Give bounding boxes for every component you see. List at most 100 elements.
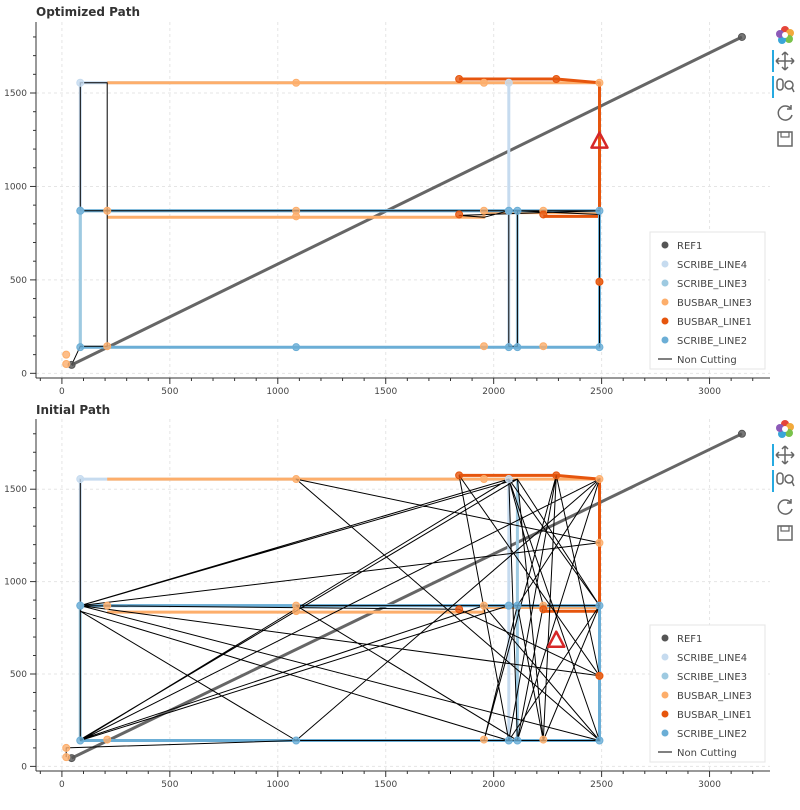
y-tick-label: 0 bbox=[21, 369, 27, 379]
x-tick-label: 2500 bbox=[590, 780, 613, 790]
legend-swatch bbox=[661, 317, 669, 325]
pan-icon[interactable] bbox=[772, 444, 796, 466]
series-line-ref1 bbox=[70, 432, 743, 760]
y-tick-label: 500 bbox=[10, 276, 27, 286]
legend-label: SCRIBE_LINE4 bbox=[677, 260, 747, 271]
data-point-scribe-line4 bbox=[76, 475, 85, 484]
legend-label: BUSBAR_LINE3 bbox=[677, 691, 752, 702]
x-tick-label: 2500 bbox=[590, 387, 613, 395]
x-tick-label: 1500 bbox=[374, 387, 397, 395]
series-line-busbar-line3 bbox=[107, 81, 601, 219]
wheel-zoom-icon[interactable] bbox=[772, 76, 796, 98]
legend-swatch bbox=[661, 672, 669, 680]
x-tick-label: 3000 bbox=[698, 780, 721, 790]
reset-icon[interactable] bbox=[774, 102, 796, 124]
legend-label: BUSBAR_LINE1 bbox=[677, 710, 752, 721]
data-point-scribe-line2 bbox=[595, 343, 604, 352]
x-tick-label: 500 bbox=[161, 780, 178, 790]
data-point-busbar-line3 bbox=[62, 753, 71, 762]
data-point-ref1 bbox=[737, 32, 746, 41]
data-point-busbar-line3 bbox=[292, 78, 301, 87]
data-point-scribe-line2 bbox=[595, 206, 604, 215]
data-point-busbar-line3 bbox=[103, 342, 112, 351]
x-tick-label: 1500 bbox=[374, 780, 397, 790]
data-point-busbar-line3 bbox=[539, 342, 548, 351]
legend-swatch bbox=[661, 710, 669, 718]
save-icon[interactable] bbox=[774, 522, 796, 544]
data-point-scribe-line4 bbox=[504, 475, 513, 484]
legend-label: BUSBAR_LINE1 bbox=[677, 317, 752, 328]
data-point-scribe-line2 bbox=[504, 601, 513, 610]
x-tick-label: 3000 bbox=[698, 387, 721, 395]
legend-label: SCRIBE_LINE3 bbox=[677, 672, 747, 683]
legend-swatch bbox=[661, 634, 669, 642]
data-point-busbar-line1 bbox=[455, 210, 464, 219]
data-point-busbar-line1 bbox=[539, 605, 548, 614]
legend-label: REF1 bbox=[677, 241, 702, 252]
data-point-busbar-line1 bbox=[455, 74, 464, 83]
data-point-busbar-line1 bbox=[552, 471, 561, 480]
data-point-busbar-line3 bbox=[595, 538, 604, 547]
wheel-zoom-icon[interactable] bbox=[772, 470, 796, 492]
data-point-scribe-line4 bbox=[76, 78, 85, 87]
legend: REF1 SCRIBE_LINE4 SCRIBE_LINE3 BUSBAR_LINE3… bbox=[649, 231, 766, 370]
bokeh-logo-icon[interactable] bbox=[774, 418, 796, 440]
data-point-busbar-line3 bbox=[103, 601, 112, 610]
save-icon[interactable] bbox=[774, 128, 796, 150]
series-line-non cutting bbox=[71, 82, 600, 366]
series-line-busbar-line1 bbox=[459, 473, 601, 613]
data-point-scribe-line2 bbox=[504, 206, 513, 215]
chart-title: Initial Path bbox=[36, 403, 110, 417]
data-point-scribe-line2 bbox=[292, 343, 301, 352]
data-point-busbar-line3 bbox=[595, 78, 604, 87]
legend-label: SCRIBE_LINE2 bbox=[677, 729, 747, 740]
data-point-busbar-line3 bbox=[62, 743, 71, 752]
y-tick-label: 1000 bbox=[4, 182, 27, 192]
reset-icon[interactable] bbox=[774, 496, 796, 518]
data-point-busbar-line3 bbox=[539, 735, 548, 744]
legend-label: SCRIBE_LINE3 bbox=[677, 279, 747, 290]
plot-area bbox=[62, 32, 746, 369]
data-point-busbar-line3 bbox=[62, 359, 71, 368]
legend-swatch bbox=[661, 241, 669, 249]
legend-box bbox=[649, 624, 766, 763]
data-point-busbar-line1 bbox=[595, 671, 604, 680]
bokeh-logo-icon[interactable] bbox=[774, 24, 796, 46]
y-tick-label: 1000 bbox=[4, 578, 27, 588]
plot-area bbox=[62, 429, 746, 763]
toolbar-top bbox=[770, 22, 798, 154]
initial-path-chart[interactable]: Initial Path 0 500 1000 1500 2000 2500 3000 0 500… bbox=[0, 398, 770, 798]
x-tick-label: 0 bbox=[59, 780, 65, 790]
triangle-marker bbox=[590, 131, 609, 149]
data-point-scribe-line2 bbox=[513, 736, 522, 745]
x-tick-label: 0 bbox=[59, 387, 65, 395]
data-point-busbar-line1 bbox=[595, 277, 604, 286]
data-point-busbar-line1 bbox=[455, 471, 464, 480]
data-point-busbar-line3 bbox=[595, 475, 604, 484]
data-point-scribe-line2 bbox=[76, 206, 85, 215]
data-point-scribe-line2 bbox=[76, 601, 85, 610]
triangle-marker bbox=[547, 630, 566, 648]
data-point-scribe-line2 bbox=[513, 601, 522, 610]
legend: REF1 SCRIBE_LINE4 SCRIBE_LINE3 BUSBAR_LINE3… bbox=[649, 624, 766, 763]
data-point-scribe-line2 bbox=[595, 601, 604, 610]
x-tick-label: 500 bbox=[161, 387, 178, 395]
data-point-busbar-line3 bbox=[479, 78, 488, 87]
legend-swatch bbox=[661, 279, 669, 287]
data-point-scribe-line2 bbox=[504, 343, 513, 352]
data-point-ref1 bbox=[737, 429, 746, 438]
series-line-scribe-line3 bbox=[78, 209, 519, 347]
series-line-ref1 bbox=[70, 35, 743, 367]
pan-icon[interactable] bbox=[772, 50, 796, 72]
data-point-busbar-line3 bbox=[479, 342, 488, 351]
legend-swatch bbox=[661, 336, 669, 344]
optimized-path-chart[interactable]: Optimized Path 0 500 1000 1500 2000 2500 3000 0 5… bbox=[0, 0, 770, 395]
y-tick-label: 1500 bbox=[4, 485, 27, 495]
y-tick-label: 500 bbox=[10, 670, 27, 680]
legend-swatch bbox=[661, 298, 669, 306]
x-tick-label: 2000 bbox=[482, 387, 505, 395]
data-point-busbar-line3 bbox=[479, 206, 488, 215]
data-point-busbar-line3 bbox=[479, 735, 488, 744]
y-tick-label: 0 bbox=[21, 762, 27, 772]
